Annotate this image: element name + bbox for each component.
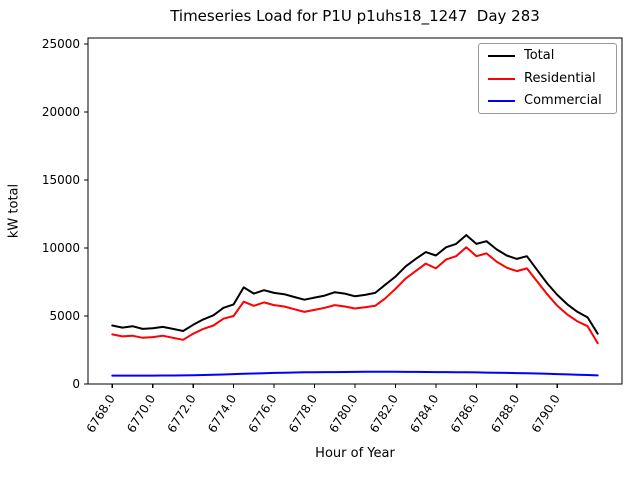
x-axis-label: Hour of Year <box>315 446 395 461</box>
y-axis-label: kW total <box>6 183 22 239</box>
commercial-line <box>111 370 599 377</box>
y-tick-label: 15000 <box>42 173 80 187</box>
x-tick-label: 6788.0 <box>488 392 522 435</box>
x-tick-label: 6778.0 <box>286 392 320 435</box>
residential-line <box>111 246 599 345</box>
x-tick-label: 6776.0 <box>246 392 280 435</box>
y-tick-label: 20000 <box>42 105 80 119</box>
y-tick-label: 25000 <box>42 37 80 51</box>
y-tick-label: 10000 <box>42 241 80 255</box>
x-tick-label: 6784.0 <box>407 392 441 435</box>
x-tick-label: 6786.0 <box>448 392 482 435</box>
x-tick-label: 6770.0 <box>124 392 158 435</box>
x-tick-label: 6774.0 <box>205 392 239 435</box>
legend: Total Residential Commercial <box>478 43 617 114</box>
chart-title: Timeseries Load for P1U p1uhs18_1247 Day… <box>170 7 540 25</box>
legend-item-commercial: Commercial <box>479 91 616 111</box>
legend-item-total: Total <box>479 46 616 66</box>
legend-label-residential: Residential <box>524 70 596 86</box>
x-tick-label: 6780.0 <box>326 392 360 435</box>
x-tick-label: 6768.0 <box>84 392 118 435</box>
legend-label-commercial: Commercial <box>524 92 602 108</box>
legend-line-residential-swatch <box>488 77 515 80</box>
legend-label-total: Total <box>524 48 555 64</box>
x-tick-label: 6772.0 <box>165 392 199 435</box>
legend-item-residential: Residential <box>479 69 616 89</box>
x-tick-label: 6790.0 <box>529 392 563 435</box>
x-tick-label: 6782.0 <box>367 392 401 435</box>
y-tick-label: 0 <box>72 377 80 391</box>
legend-line-total-swatch <box>488 55 515 58</box>
total-line <box>111 234 599 335</box>
y-tick-label: 5000 <box>49 309 80 323</box>
legend-line-commercial-swatch <box>488 99 515 102</box>
